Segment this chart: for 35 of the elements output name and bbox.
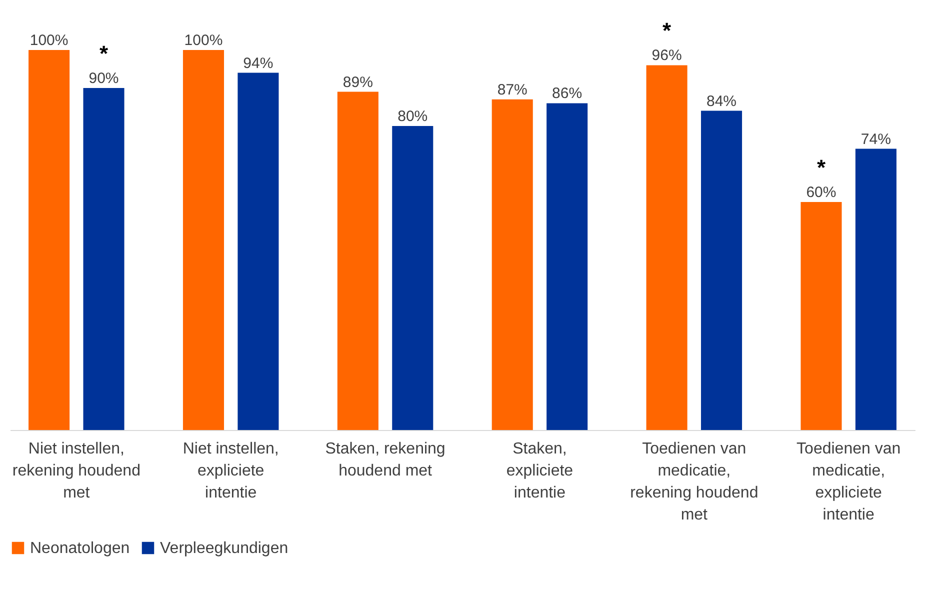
bar: [646, 65, 688, 430]
bar: [337, 92, 378, 430]
data-label: 86%: [552, 85, 582, 102]
x-tick-label: Toedienen van medicatie, rekening houdend met: [630, 440, 758, 524]
bar: [492, 99, 533, 430]
data-label: 60%: [806, 184, 836, 201]
data-label: 80%: [398, 108, 428, 125]
data-label: 84%: [706, 92, 737, 110]
data-label: 100%: [184, 32, 223, 49]
data-label: 96%: [652, 47, 682, 64]
legend-label: Neonatologen: [30, 540, 130, 557]
data-label: 90%: [88, 70, 119, 87]
bar: [800, 202, 842, 430]
bar: [182, 50, 224, 430]
bar: [546, 103, 588, 430]
x-tick-label: Toedienen van medicatie, expliciete intentie: [796, 440, 901, 524]
data-label: 89%: [342, 74, 373, 91]
bar: [392, 126, 434, 430]
bar: [28, 50, 70, 430]
annotation: *: [99, 41, 108, 66]
bar: [238, 72, 279, 430]
x-tick-label: Niet instellen, expliciete intentie: [182, 440, 279, 502]
legend-label: Verpleegkundigen: [160, 540, 288, 557]
data-label: 94%: [243, 54, 274, 72]
data-label: 100%: [30, 32, 68, 49]
data-label: 87%: [497, 81, 528, 98]
x-tick-label: Staken, rekening houdend met: [325, 440, 446, 480]
annotation: *: [816, 155, 826, 180]
bar: [855, 148, 896, 430]
data-label: 74%: [860, 130, 891, 148]
text: *: [662, 18, 672, 44]
bar: [83, 88, 124, 430]
bar: [700, 110, 742, 430]
x-tick-label: Staken, expliciete intentie: [506, 440, 574, 502]
x-tick-label: Niet instellen, rekening houdend met: [12, 440, 140, 502]
